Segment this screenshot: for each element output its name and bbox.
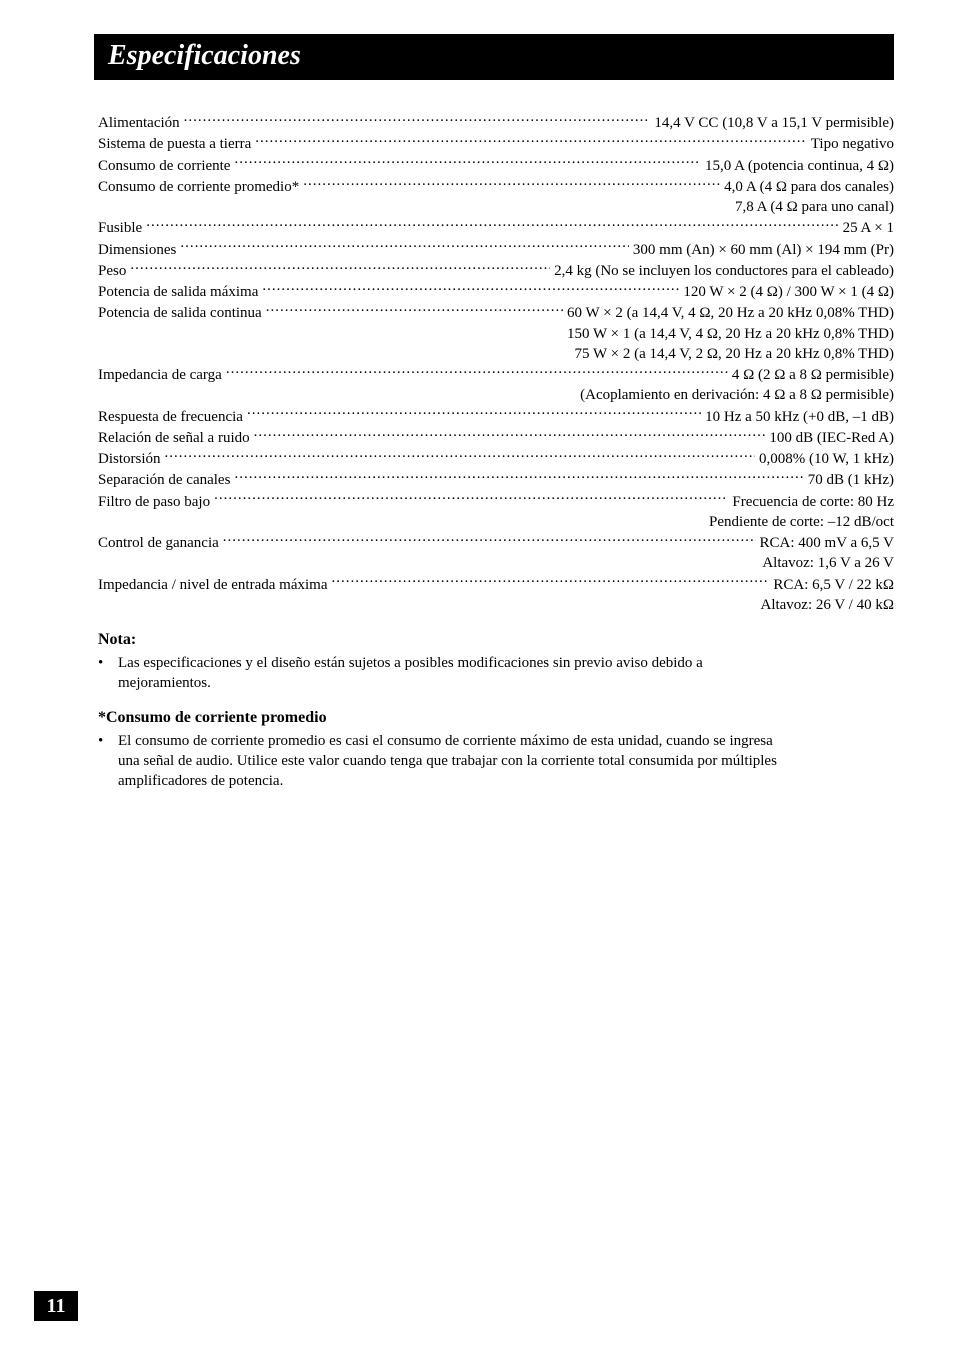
spec-value-cont: 75 W × 2 (a 14,4 V, 2 Ω, 20 Hz a 20 kHz … [98,344,894,364]
spec-label: Alimentación [98,113,180,133]
spec-label: Fusible [98,218,142,238]
spec-label: Filtro de paso bajo [98,492,210,512]
leader-dots [223,532,756,547]
spec-label: Separación de canales [98,470,230,490]
leader-dots [180,239,629,254]
spec-row: Filtro de paso bajo Frecuencia de corte: … [98,491,894,512]
spec-value-cont: 150 W × 1 (a 14,4 V, 4 Ω, 20 Hz a 20 kHz… [98,324,894,344]
spec-label: Sistema de puesta a tierra [98,134,251,154]
spec-label: Distorsión [98,449,161,469]
spec-value-cont: Altavoz: 26 V / 40 kΩ [98,595,894,615]
spec-row: Dimensiones 300 mm (An) × 60 mm (Al) × 19… [98,239,894,260]
spec-label: Control de ganancia [98,533,219,553]
spec-value-cont: Altavoz: 1,6 V a 26 V [98,553,894,573]
leader-dots [266,302,563,317]
spec-row: Impedancia / nivel de entrada máxima RCA:… [98,574,894,595]
spec-row: Potencia de salida continua 60 W × 2 (a 1… [98,302,894,323]
nota-heading: Nota: [98,629,798,651]
spec-value: 60 W × 2 (a 14,4 V, 4 Ω, 20 Hz a 20 kHz … [567,303,894,323]
spec-value: RCA: 400 mV a 6,5 V [760,533,894,553]
leader-dots [165,448,755,463]
leader-dots [303,176,720,191]
spec-label: Relación de señal a ruido [98,428,250,448]
spec-row: Consumo de corriente 15,0 A (potencia con… [98,155,894,176]
notes-block: Nota: • Las especificaciones y el diseño… [98,629,798,791]
spec-row: Impedancia de carga 4 Ω (2 Ω a 8 Ω permis… [98,364,894,385]
leader-dots [247,406,701,421]
consumo-text: El consumo de corriente promedio es casi… [118,731,798,792]
nota-bullet: • Las especificaciones y el diseño están… [98,653,798,694]
spec-value-cont: 7,8 A (4 Ω para uno canal) [98,197,894,217]
spec-value: Tipo negativo [811,134,894,154]
spec-label: Dimensiones [98,240,176,260]
leader-dots [226,364,728,379]
leader-dots [130,260,550,275]
spec-row: Peso 2,4 kg (No se incluyen los conductor… [98,260,894,281]
spec-value: 15,0 A (potencia continua, 4 Ω) [705,156,894,176]
spec-value: 0,008% (10 W, 1 kHz) [759,449,894,469]
spec-value: 4,0 A (4 Ω para dos canales) [724,177,894,197]
spec-value: 14,4 V CC (10,8 V a 15,1 V permisible) [654,113,894,133]
bullet-icon: • [98,653,118,694]
page-number: 11 [34,1291,78,1321]
spec-value: 70 dB (1 kHz) [808,470,894,490]
leader-dots [234,469,803,484]
nota-text: Las especificaciones y el diseño están s… [118,653,798,694]
spec-value: RCA: 6,5 V / 22 kΩ [773,575,894,595]
spec-label: Potencia de salida máxima [98,282,258,302]
section-title: Especificaciones [94,34,894,80]
leader-dots [262,281,679,296]
spec-label: Consumo de corriente [98,156,230,176]
spec-label: Respuesta de frecuencia [98,407,243,427]
spec-label: Impedancia / nivel de entrada máxima [98,575,327,595]
spec-row: Fusible 25 A × 1 [98,217,894,238]
spec-row: Distorsión 0,008% (10 W, 1 kHz) [98,448,894,469]
spec-list: Alimentación 14,4 V CC (10,8 V a 15,1 V p… [98,112,894,615]
leader-dots [184,112,651,127]
spec-label: Impedancia de carga [98,365,222,385]
spec-value: 4 Ω (2 Ω a 8 Ω permisible) [732,365,894,385]
spec-value: 25 A × 1 [843,218,894,238]
spec-value: 300 mm (An) × 60 mm (Al) × 194 mm (Pr) [633,240,894,260]
spec-label: Consumo de corriente promedio* [98,177,299,197]
spec-row: Separación de canales 70 dB (1 kHz) [98,469,894,490]
spec-label: Potencia de salida continua [98,303,262,323]
spec-value-cont: Pendiente de corte: –12 dB/oct [98,512,894,532]
spec-value: Frecuencia de corte: 80 Hz [732,492,894,512]
spec-value: 100 dB (IEC-Red A) [769,428,894,448]
consumo-bullet: • El consumo de corriente promedio es ca… [98,731,798,792]
spec-label: Peso [98,261,126,281]
spec-value: 2,4 kg (No se incluyen los conductores p… [554,261,894,281]
bullet-icon: • [98,731,118,792]
spec-row: Consumo de corriente promedio* 4,0 A (4 Ω… [98,176,894,197]
spec-value: 10 Hz a 50 kHz (+0 dB, –1 dB) [705,407,894,427]
spec-row: Potencia de salida máxima 120 W × 2 (4 Ω)… [98,281,894,302]
leader-dots [331,574,769,589]
spec-row: Respuesta de frecuencia 10 Hz a 50 kHz (+… [98,406,894,427]
spec-row: Sistema de puesta a tierra Tipo negativo [98,133,894,154]
leader-dots [234,155,701,170]
page-container: Especificaciones Alimentación 14,4 V CC (… [0,0,954,791]
leader-dots [146,217,838,232]
consumo-heading: *Consumo de corriente promedio [98,707,798,729]
spec-value-cont: (Acoplamiento en derivación: 4 Ω a 8 Ω p… [98,385,894,405]
leader-dots [214,491,728,506]
spec-row: Control de ganancia RCA: 400 mV a 6,5 V [98,532,894,553]
spec-row: Relación de señal a ruido 100 dB (IEC-Red… [98,427,894,448]
spec-row: Alimentación 14,4 V CC (10,8 V a 15,1 V p… [98,112,894,133]
leader-dots [255,133,807,148]
leader-dots [254,427,766,442]
spec-value: 120 W × 2 (4 Ω) / 300 W × 1 (4 Ω) [683,282,894,302]
